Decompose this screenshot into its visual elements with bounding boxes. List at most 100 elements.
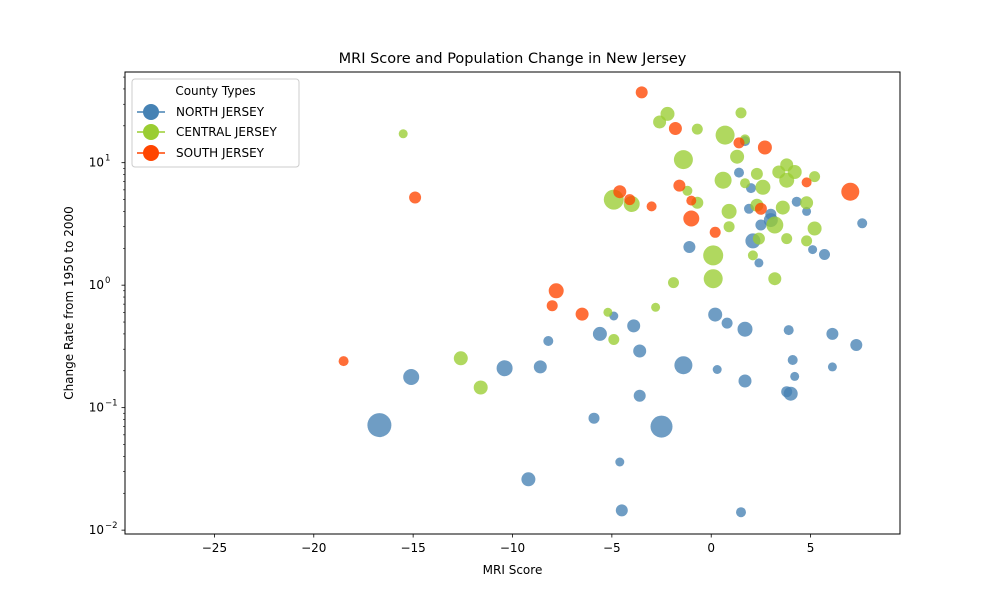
legend-label-south: SOUTH JERSEY [176,146,265,160]
data-point [709,226,721,238]
data-point [546,300,558,312]
y-tick-label: 10 [89,278,104,292]
data-point [781,233,793,245]
data-point [338,356,349,367]
data-point [409,191,422,204]
data-point [533,360,547,374]
data-point [646,201,657,212]
data-point [787,355,798,365]
data-point [608,334,620,345]
data-point [826,327,839,340]
data-point [714,171,732,189]
y-tick-exponent: −2 [105,521,118,531]
data-point [453,351,468,366]
data-point [473,380,488,395]
y-axis-label: Change Rate from 1950 to 2000 [62,206,76,400]
data-point [603,307,613,317]
data-point [592,326,607,341]
data-point [712,365,722,374]
data-point [367,413,392,438]
data-point [703,245,724,266]
data-point [624,194,636,206]
data-point [668,277,679,289]
x-tick-label: −20 [301,541,326,555]
data-point [827,362,837,372]
data-point [627,319,641,333]
legend-label-central: CENTRAL JERSEY [176,125,277,139]
data-point [733,137,745,149]
data-point [736,507,746,518]
data-point [673,179,686,192]
data-point [691,123,703,135]
data-point [801,177,812,188]
legend-marker-north [143,104,159,120]
data-point [683,210,700,227]
data-point [819,249,830,260]
series-central-jersey [398,106,822,395]
data-point [521,472,536,487]
legend-entry-central: CENTRAL JERSEY [137,124,277,140]
y-tick-exponent: −1 [105,399,118,409]
data-point [686,195,697,206]
y-tick-label: 10 [89,523,104,537]
data-point [715,125,735,145]
data-point [496,360,513,377]
data-point [766,216,784,234]
data-point [635,86,648,99]
legend-marker-central [143,124,159,140]
data-point [723,221,735,233]
data-point [660,106,675,121]
data-point [734,167,744,178]
data-point [802,206,812,216]
data-point [754,258,764,268]
data-point [674,356,693,375]
x-tick-label: −15 [400,541,425,555]
data-point [755,219,767,231]
data-point [857,218,868,229]
data-point [650,415,673,438]
data-point [747,250,758,261]
data-point [575,307,589,321]
series-north-jersey [367,136,868,518]
points-layer [338,86,868,518]
data-point [703,269,723,289]
data-point [775,200,790,215]
data-point [668,122,682,135]
data-point [783,325,794,336]
x-tick-label: 5 [807,541,815,555]
data-point [787,165,802,179]
y-tick-label: 10 [89,401,104,415]
legend-marker-south [143,145,159,161]
data-point [673,150,693,170]
data-point [615,504,628,517]
data-point [735,107,747,119]
data-point [633,389,646,402]
data-point [783,386,798,401]
data-point [398,129,408,139]
data-point [750,167,763,180]
data-point [754,202,767,215]
data-point [808,245,818,255]
data-point [737,321,753,337]
x-axis: −25 −20 −15 −10 −5 0 5 [202,534,815,555]
data-point [708,307,723,322]
data-point [543,336,554,346]
data-point [633,344,647,358]
legend-label-north: NORTH JERSEY [176,105,265,119]
data-point [752,232,765,245]
data-point [651,302,661,312]
legend-entry-south: SOUTH JERSEY [137,145,265,161]
data-point [615,457,625,467]
data-point [721,317,733,329]
x-tick-label: −5 [603,541,621,555]
data-point [683,241,696,253]
legend-entry-north: NORTH JERSEY [137,104,265,120]
data-point [791,196,802,207]
data-point [613,185,627,199]
legend: County Types NORTH JERSEY CENTRAL JERSEY… [131,78,300,168]
data-point [738,374,752,388]
series-south-jersey [338,86,860,367]
chart-title: MRI Score and Population Change in New J… [339,51,687,67]
data-point [841,182,860,201]
